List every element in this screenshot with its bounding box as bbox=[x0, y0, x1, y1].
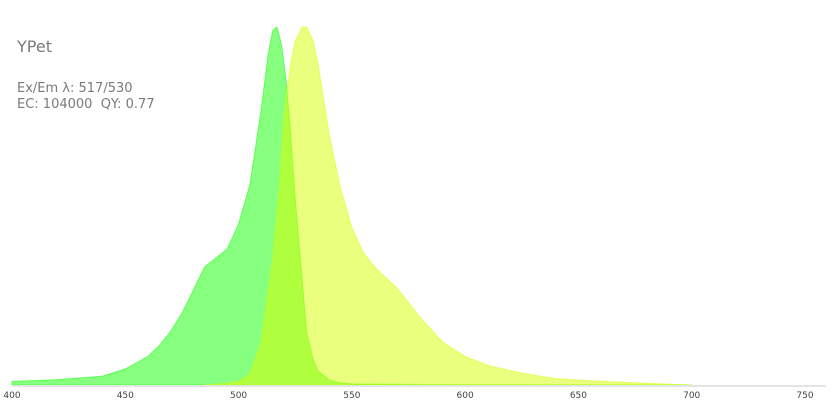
x-tick-label: 750 bbox=[796, 391, 813, 401]
ex-em-info: Ex/Em λ: 517/530 bbox=[17, 81, 133, 96]
ec-qy-info: EC: 104000 QY: 0.77 bbox=[17, 97, 155, 112]
chart-title: YPet bbox=[17, 37, 52, 56]
x-tick-label: 600 bbox=[457, 391, 474, 401]
x-tick-label: 400 bbox=[3, 391, 20, 401]
x-tick-label: 500 bbox=[230, 391, 247, 401]
x-tick-label: 650 bbox=[570, 391, 587, 401]
x-tick-label: 700 bbox=[683, 391, 700, 401]
x-tick-label: 550 bbox=[343, 391, 360, 401]
x-tick-label: 450 bbox=[117, 391, 134, 401]
emission-area bbox=[204, 26, 693, 386]
